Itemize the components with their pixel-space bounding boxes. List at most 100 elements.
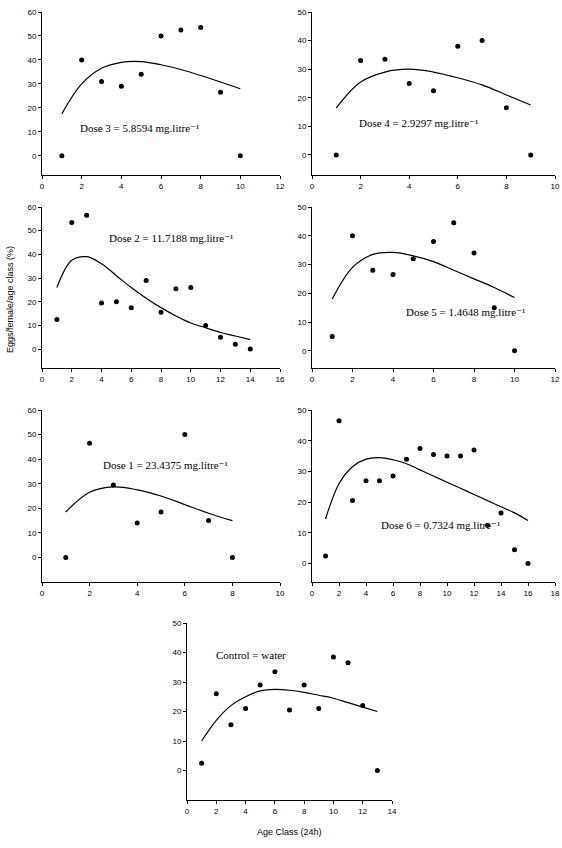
svg-text:0: 0 — [310, 589, 315, 598]
svg-text:0: 0 — [177, 766, 182, 775]
svg-text:10: 10 — [172, 737, 181, 746]
svg-text:20: 20 — [27, 104, 36, 113]
svg-text:8: 8 — [198, 182, 203, 191]
svg-text:Dose 4 = 2.9297 mg.litre⁻¹: Dose 4 = 2.9297 mg.litre⁻¹ — [359, 117, 478, 129]
svg-text:50: 50 — [27, 430, 36, 439]
svg-text:2: 2 — [214, 807, 219, 816]
svg-text:60: 60 — [27, 203, 36, 212]
svg-text:30: 30 — [27, 274, 36, 283]
svg-text:8: 8 — [504, 182, 509, 191]
svg-text:40: 40 — [297, 437, 306, 446]
svg-text:2: 2 — [337, 589, 342, 598]
svg-text:8: 8 — [418, 589, 423, 598]
svg-text:0: 0 — [310, 375, 315, 384]
svg-text:6: 6 — [273, 807, 278, 816]
svg-text:30: 30 — [297, 260, 306, 269]
svg-text:10: 10 — [27, 128, 36, 137]
svg-text:12: 12 — [276, 182, 285, 191]
svg-text:10: 10 — [297, 122, 306, 131]
svg-text:6: 6 — [391, 589, 396, 598]
svg-text:0: 0 — [40, 182, 45, 191]
svg-text:10: 10 — [297, 318, 306, 327]
svg-text:Dose 2 = 11.7188 mg.litre⁻¹: Dose 2 = 11.7188 mg.litre⁻¹ — [109, 232, 233, 244]
svg-text:14: 14 — [246, 375, 255, 384]
svg-text:8: 8 — [159, 375, 164, 384]
svg-text:6: 6 — [431, 375, 436, 384]
svg-text:10: 10 — [186, 375, 195, 384]
svg-text:30: 30 — [27, 480, 36, 489]
svg-text:50: 50 — [297, 8, 306, 17]
svg-text:0: 0 — [302, 559, 307, 568]
svg-text:50: 50 — [172, 619, 181, 628]
svg-text:10: 10 — [297, 529, 306, 538]
svg-text:2: 2 — [70, 375, 75, 384]
svg-text:4: 4 — [99, 375, 104, 384]
svg-text:60: 60 — [27, 406, 36, 415]
svg-text:40: 40 — [27, 250, 36, 259]
svg-text:12: 12 — [551, 375, 560, 384]
svg-text:4: 4 — [407, 182, 412, 191]
svg-text:40: 40 — [297, 232, 306, 241]
svg-text:40: 40 — [297, 36, 306, 45]
svg-text:0: 0 — [310, 182, 315, 191]
svg-text:0: 0 — [185, 807, 190, 816]
svg-text:20: 20 — [27, 504, 36, 513]
svg-text:Dose 6 = 0.7324 mg.litre⁻¹: Dose 6 = 0.7324 mg.litre⁻¹ — [381, 519, 500, 531]
svg-text:2: 2 — [79, 182, 84, 191]
svg-text:4: 4 — [391, 375, 396, 384]
svg-text:2: 2 — [350, 375, 355, 384]
svg-text:10: 10 — [276, 589, 285, 598]
svg-text:Dose 3 = 5.8594 mg.litre⁻¹: Dose 3 = 5.8594 mg.litre⁻¹ — [80, 122, 199, 134]
svg-text:4: 4 — [364, 589, 369, 598]
svg-text:20: 20 — [172, 707, 181, 716]
svg-text:8: 8 — [302, 807, 307, 816]
svg-text:0: 0 — [32, 345, 37, 354]
svg-text:30: 30 — [172, 678, 181, 687]
svg-text:40: 40 — [172, 648, 181, 657]
svg-text:10: 10 — [329, 807, 338, 816]
svg-text:20: 20 — [297, 94, 306, 103]
svg-text:0: 0 — [40, 375, 45, 384]
svg-text:Control = water: Control = water — [216, 649, 286, 661]
svg-text:0: 0 — [302, 347, 307, 356]
svg-text:10: 10 — [551, 182, 560, 191]
svg-text:Eggs/female/age class (%): Eggs/female/age class (%) — [5, 246, 15, 353]
svg-text:14: 14 — [497, 589, 506, 598]
svg-text:50: 50 — [297, 203, 306, 212]
svg-text:50: 50 — [27, 32, 36, 41]
svg-text:60: 60 — [27, 8, 36, 17]
svg-text:10: 10 — [443, 589, 452, 598]
svg-text:6: 6 — [129, 375, 134, 384]
svg-text:10: 10 — [27, 529, 36, 538]
svg-text:20: 20 — [297, 289, 306, 298]
svg-text:0: 0 — [32, 152, 37, 161]
svg-text:40: 40 — [27, 56, 36, 65]
svg-text:4: 4 — [119, 182, 124, 191]
svg-text:4: 4 — [243, 807, 248, 816]
svg-text:50: 50 — [297, 406, 306, 415]
svg-text:Dose 1 = 23.4375 mg.litre⁻¹: Dose 1 = 23.4375 mg.litre⁻¹ — [103, 459, 228, 471]
svg-text:40: 40 — [27, 455, 36, 464]
svg-text:8: 8 — [230, 589, 235, 598]
svg-text:4: 4 — [135, 589, 140, 598]
svg-text:10: 10 — [236, 182, 245, 191]
svg-text:12: 12 — [358, 807, 367, 816]
svg-text:10: 10 — [510, 375, 519, 384]
svg-text:30: 30 — [297, 467, 306, 476]
svg-text:10: 10 — [27, 321, 36, 330]
svg-text:2: 2 — [87, 589, 92, 598]
svg-text:12: 12 — [470, 589, 479, 598]
svg-text:50: 50 — [27, 226, 36, 235]
svg-text:2: 2 — [358, 182, 363, 191]
svg-text:8: 8 — [472, 375, 477, 384]
svg-text:30: 30 — [27, 80, 36, 89]
svg-text:6: 6 — [456, 182, 461, 191]
svg-text:0: 0 — [32, 553, 37, 562]
svg-text:6: 6 — [159, 182, 164, 191]
svg-text:6: 6 — [183, 589, 188, 598]
svg-text:14: 14 — [388, 807, 397, 816]
svg-text:0: 0 — [302, 151, 307, 160]
svg-text:16: 16 — [276, 375, 285, 384]
svg-text:30: 30 — [297, 65, 306, 74]
svg-text:20: 20 — [27, 298, 36, 307]
